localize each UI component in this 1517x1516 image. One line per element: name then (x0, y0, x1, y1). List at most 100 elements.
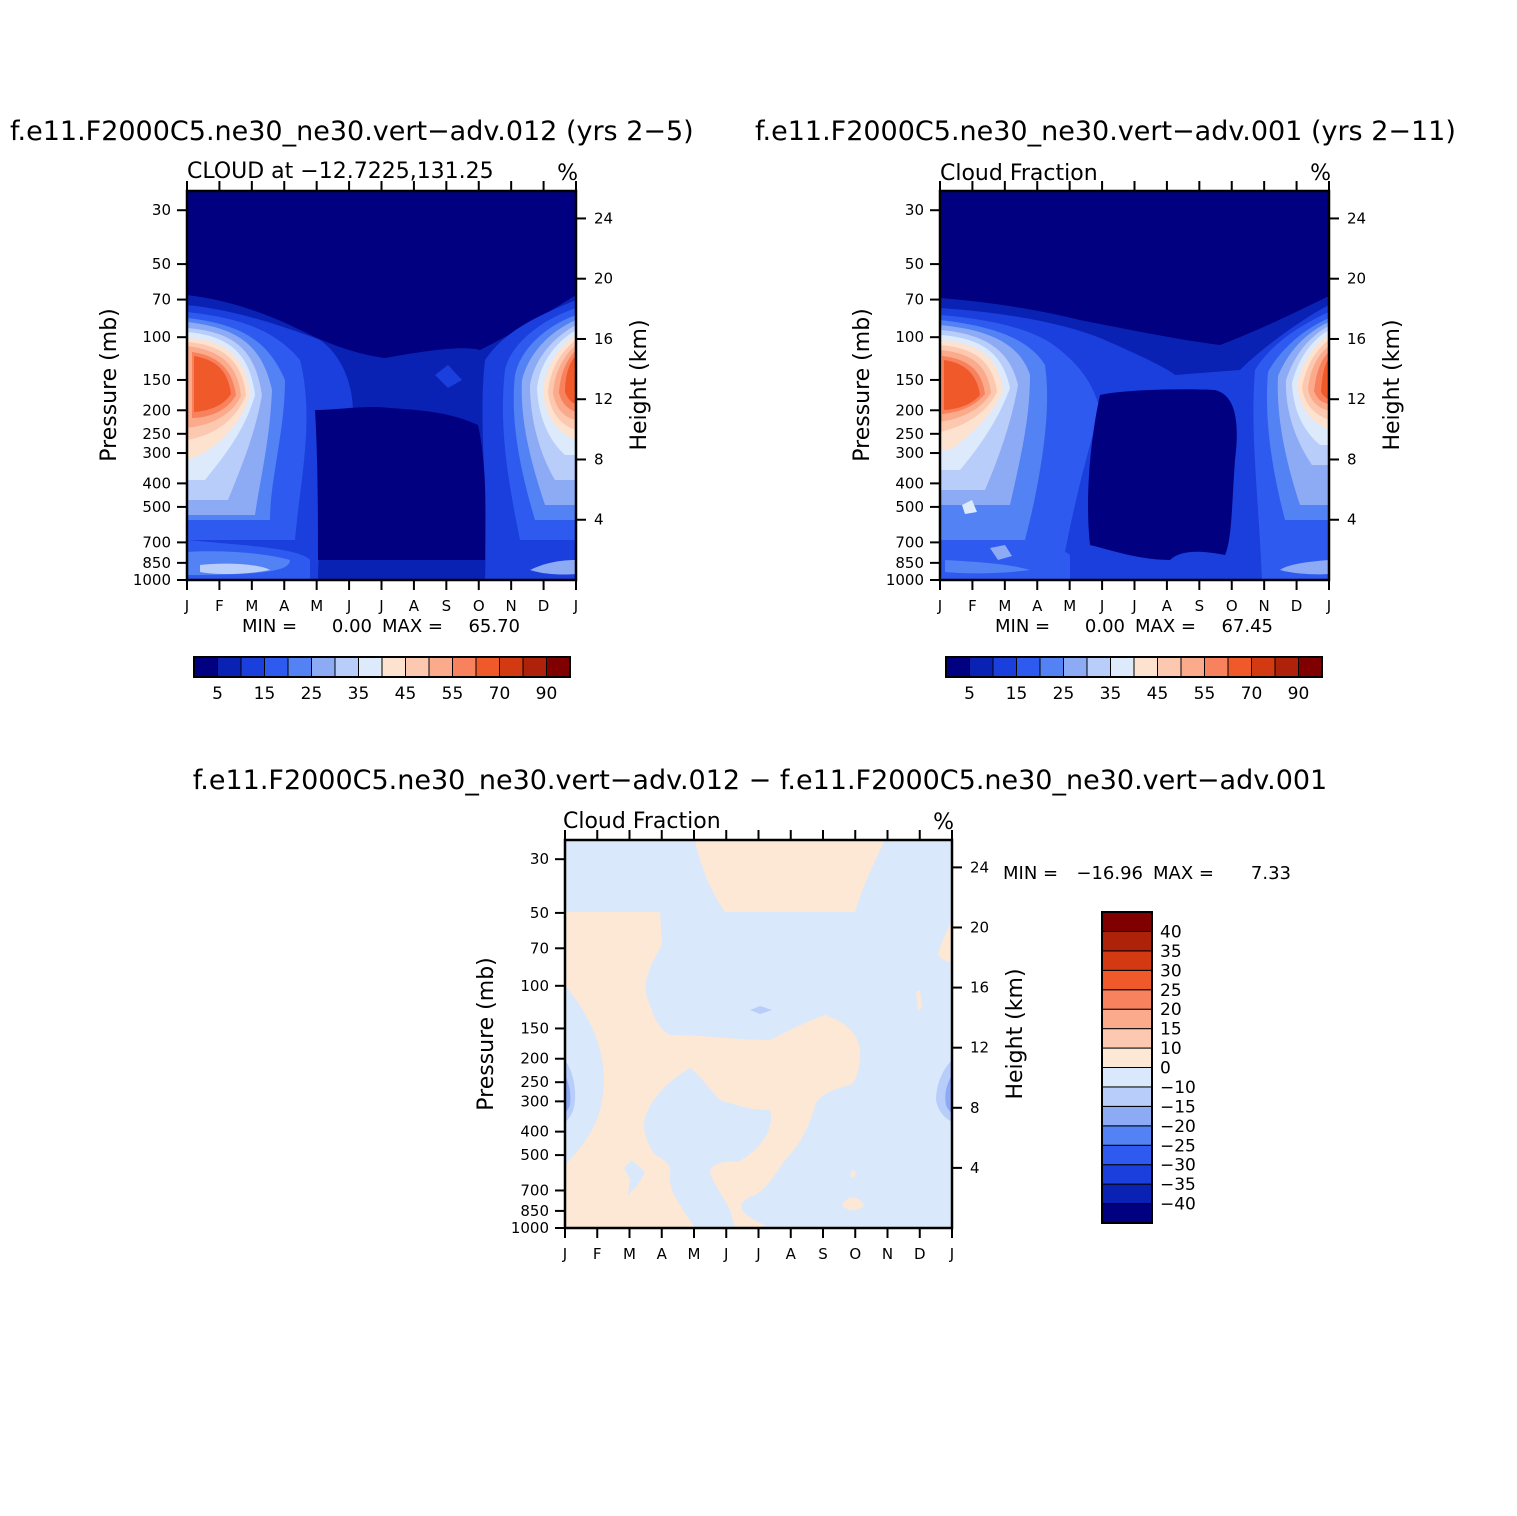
y-tick-label: 400 (520, 1123, 549, 1141)
colorbar-label: 55 (442, 684, 464, 704)
panel-bottom-difference: 3050701001502002503004005007008501000242… (474, 809, 1291, 1263)
y-right-tick-label: 12 (594, 390, 613, 408)
x-tick-label: J (346, 597, 351, 615)
colorbar-label: −25 (1160, 1136, 1196, 1156)
min-label: MIN = (1003, 863, 1058, 884)
colorbar-label: −20 (1160, 1117, 1196, 1137)
y-right-tick-label: 8 (1347, 450, 1357, 468)
colorbar-box (1101, 1203, 1153, 1224)
colorbar-box (1180, 656, 1205, 678)
y-tick-label: 50 (530, 904, 549, 922)
colorbar-label: 15 (254, 684, 276, 704)
y-tick-label: 500 (142, 498, 171, 516)
colorbar-label: 10 (1160, 1039, 1182, 1059)
x-tick-label: J (723, 1245, 728, 1263)
colorbar-box (1101, 1164, 1153, 1185)
x-tick-label: A (1032, 597, 1043, 615)
x-tick-label: D (914, 1245, 926, 1263)
x-tick-label: N (506, 597, 517, 615)
y-right-tick-label: 24 (594, 209, 613, 227)
panel-subtitle: Cloud Fraction (563, 809, 721, 834)
x-tick-label: J (1326, 597, 1331, 615)
colorbar-frame (945, 656, 1323, 678)
colorbar-box (1101, 1144, 1153, 1166)
x-tick-label: J (562, 1245, 567, 1263)
y-axis-right-label: Height (km) (1380, 319, 1405, 450)
y-right-tick-label: 8 (970, 1099, 980, 1117)
colorbar-box (1298, 656, 1323, 678)
colorbar-box (1101, 989, 1153, 1010)
colorbar-box (264, 656, 289, 678)
y-tick-label: 300 (895, 444, 924, 462)
y-tick-label: 30 (152, 201, 171, 219)
y-right-tick-label: 24 (970, 858, 989, 876)
x-tick-label: S (1195, 597, 1205, 615)
colorbar-box (1016, 656, 1041, 678)
y-right-tick-label: 20 (970, 918, 989, 936)
y-axis-right-label: Height (km) (1003, 968, 1028, 1099)
x-tick-label: A (657, 1245, 668, 1263)
x-tick-label: J (573, 597, 578, 615)
colorbar-label: −30 (1160, 1156, 1196, 1176)
y-tick-label: 150 (142, 371, 171, 389)
min-label: MIN = (242, 616, 297, 637)
x-tick-label: N (882, 1245, 893, 1263)
colorbar-frame (193, 656, 571, 678)
max-label: MAX = (382, 616, 443, 637)
colorbar-box (428, 656, 453, 678)
max-label: MAX = (1153, 863, 1214, 884)
colorbar-box (522, 656, 547, 678)
y-tick-label: 50 (905, 255, 924, 273)
colorbar-label: 35 (348, 684, 370, 704)
colorbar-box (334, 656, 359, 678)
top-left-title: f.e11.F2000C5.ne30_ne30.vert−adv.012 (yr… (10, 116, 694, 147)
colorbar-box (1274, 656, 1299, 678)
colorbar-top-right: 5 15 25 35 45 55 70 90 (945, 656, 1323, 704)
y-tick-label: 700 (895, 533, 924, 551)
colorbar-box (1101, 1183, 1153, 1205)
y-tick-label: 150 (895, 371, 924, 389)
colorbar-box (1086, 656, 1111, 678)
y-tick-label: 70 (530, 939, 549, 957)
x-tick-label: J (184, 597, 189, 615)
colorbar-label: 20 (1160, 1000, 1182, 1020)
colorbar-label: −15 (1160, 1097, 1196, 1117)
x-tick-label: M (310, 597, 323, 615)
x-tick-label: O (1226, 597, 1238, 615)
colorbar-box (240, 656, 265, 678)
x-tick-label: J (1131, 597, 1136, 615)
colorbar-label: 25 (1160, 981, 1182, 1001)
colorbar-label: 90 (536, 684, 558, 704)
min-label: MIN = (995, 616, 1050, 637)
x-tick-label: O (849, 1245, 861, 1263)
y-tick-label: 700 (142, 533, 171, 551)
colorbar-box (945, 656, 970, 678)
units-label: % (1310, 161, 1331, 186)
x-tick-label: M (1063, 597, 1076, 615)
y-tick-label: 1000 (511, 1219, 549, 1237)
y-tick-label: 100 (142, 328, 171, 346)
y-axis-label: Pressure (mb) (850, 308, 875, 462)
x-tick-label: J (949, 1245, 954, 1263)
top-right-title: f.e11.F2000C5.ne30_ne30.vert−adv.001 (yr… (755, 116, 1456, 147)
colorbar-box (1101, 930, 1153, 952)
max-label: MAX = (1135, 616, 1196, 637)
colorbar-box (1101, 1125, 1153, 1146)
colorbar-top-left: 5 15 25 35 45 55 70 90 (193, 656, 571, 704)
y-tick-label: 1000 (886, 571, 924, 589)
colorbar-label: 5 (212, 684, 223, 704)
colorbar-box (311, 656, 336, 678)
colorbar-frame (1101, 911, 1153, 1224)
y-tick-label: 850 (520, 1202, 549, 1220)
x-tick-label: S (442, 597, 452, 615)
colorbar-label: 45 (1147, 684, 1169, 704)
y-right-tick-label: 24 (1347, 209, 1366, 227)
colorbar-box (969, 656, 994, 678)
colorbar-label: 45 (395, 684, 417, 704)
x-tick-label: A (786, 1245, 797, 1263)
x-tick-label: O (473, 597, 485, 615)
colorbar-box (1157, 656, 1182, 678)
y-tick-label: 300 (142, 444, 171, 462)
y-right-tick-label: 12 (1347, 390, 1366, 408)
